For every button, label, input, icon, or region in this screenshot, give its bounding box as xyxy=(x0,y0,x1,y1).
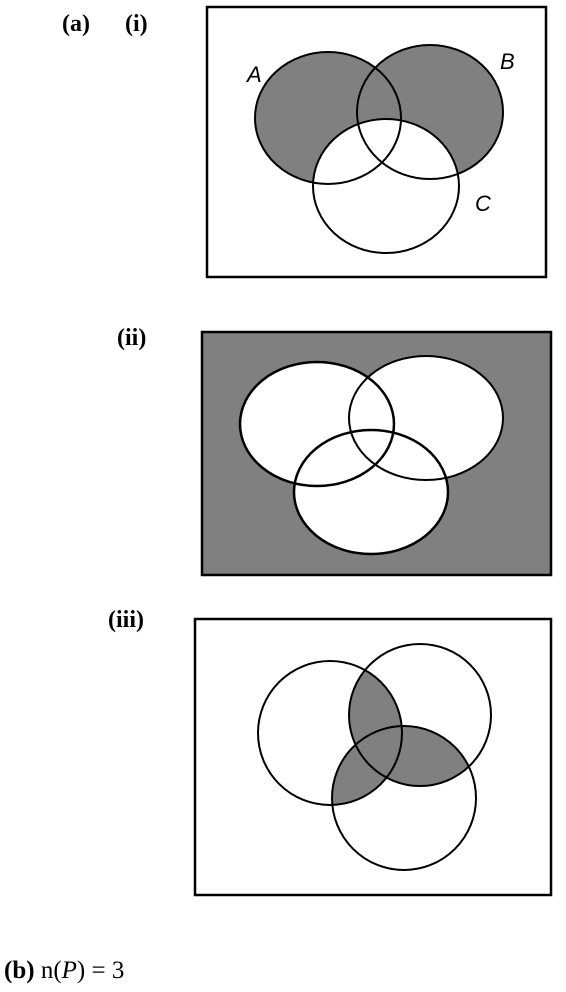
part-b-answer: (b) n(P) = 3 xyxy=(4,958,124,983)
venn-diagram-iii xyxy=(193,617,553,897)
set-b-circle-i xyxy=(356,44,504,180)
part-b-rest: ) = 3 xyxy=(76,957,125,984)
part-b-var: P xyxy=(61,957,77,984)
set-c-circle-i xyxy=(312,118,460,254)
set-c-circle-ii xyxy=(292,428,450,556)
set-b-circle-iii xyxy=(348,643,492,787)
set-b-label: B xyxy=(500,49,515,74)
subpart-i-label: (i) xyxy=(125,11,148,37)
subpart-ii-label: (ii) xyxy=(117,325,147,351)
set-a-label: A xyxy=(245,62,262,87)
set-c-circle-iii xyxy=(331,725,477,871)
venn-diagram-i: A B C xyxy=(205,5,548,279)
set-c-region-ii xyxy=(294,430,448,554)
set-c-region-i xyxy=(313,119,459,253)
set-a-circle-i xyxy=(254,51,402,185)
set-a-circle-iii xyxy=(257,660,403,806)
region-b-and-c-iii xyxy=(349,726,476,786)
venn-diagram-ii xyxy=(200,330,553,577)
part-a-label: (a) xyxy=(62,11,90,37)
part-b-label: (b) xyxy=(4,957,35,984)
set-a-circle-ii xyxy=(238,360,396,488)
part-b-fn: n( xyxy=(40,957,62,984)
set-c-label: C xyxy=(475,191,491,216)
subpart-iii-label: (iii) xyxy=(108,607,144,633)
set-b-circle-ii xyxy=(348,355,504,481)
region-a-and-c-iii xyxy=(332,726,402,805)
